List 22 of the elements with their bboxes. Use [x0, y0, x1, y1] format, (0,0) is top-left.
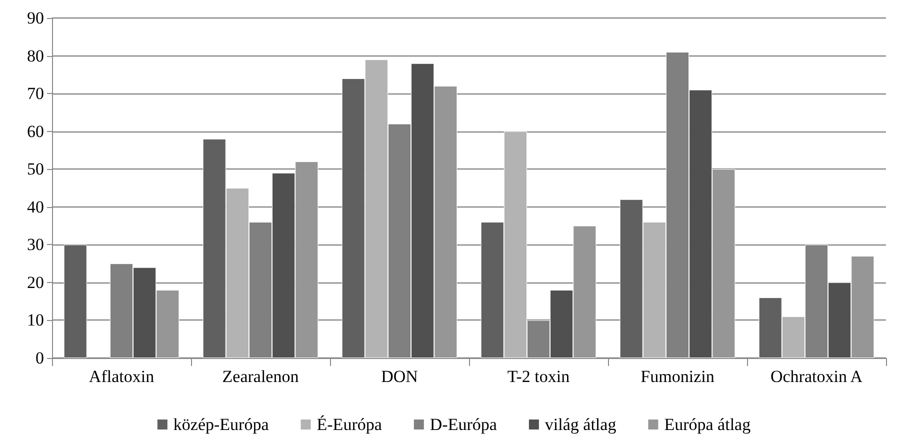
- y-tick-label: 30: [27, 235, 44, 254]
- legend-label: Európa átlag: [664, 415, 752, 434]
- x-tick-label: Aflatoxin: [88, 367, 155, 386]
- y-tick-label: 0: [36, 348, 44, 368]
- legend-label: É-Európa: [316, 415, 382, 434]
- legend-label: világ átlag: [544, 415, 617, 434]
- y-tick-label: 20: [27, 272, 44, 292]
- x-tick-label: Zearalenon: [222, 367, 300, 386]
- legend-label: D-Európa: [430, 415, 498, 434]
- y-tick-label: 60: [27, 122, 44, 141]
- y-tick-label: 50: [27, 160, 44, 179]
- y-tick-label: 10: [27, 310, 44, 330]
- y-tick-label: 90: [27, 8, 44, 28]
- x-tick-label: DON: [381, 367, 418, 386]
- y-tick-label: 70: [27, 84, 44, 104]
- y-tick-label: 40: [27, 197, 44, 216]
- x-tick-label: T-2 toxin: [507, 367, 570, 386]
- bar: [64, 244, 87, 358]
- y-tick-label: 80: [27, 46, 44, 66]
- x-tick-label: Fumonizin: [640, 367, 715, 386]
- legend-label: közép-Európa: [173, 415, 270, 434]
- x-tick-label: Ochratoxin A: [770, 367, 864, 386]
